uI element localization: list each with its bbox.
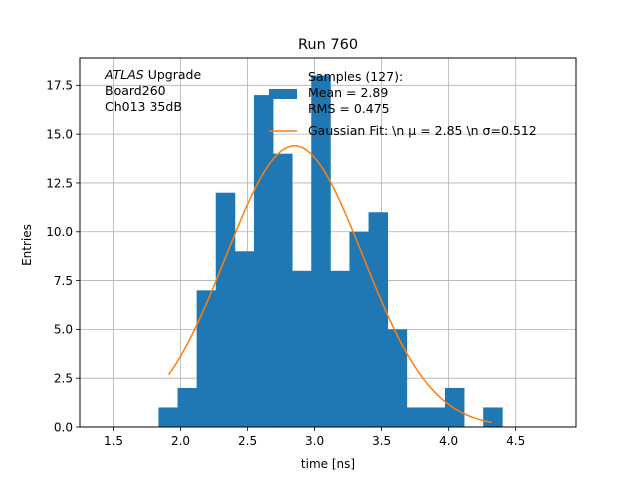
y-tick-label: 7.5 bbox=[54, 274, 73, 288]
y-tick-label: 5.0 bbox=[54, 323, 73, 337]
histogram-bar bbox=[158, 407, 178, 427]
histogram-bar bbox=[177, 387, 198, 427]
y-tick-label: 12.5 bbox=[46, 176, 73, 190]
chart-title: Run 760 bbox=[298, 37, 358, 53]
histogram-bar bbox=[273, 153, 293, 427]
legend-label-samples: Samples (127): bbox=[308, 69, 403, 84]
annotation-line: Ch013 35dB bbox=[105, 99, 182, 114]
annotation-italic: ATLAS bbox=[104, 67, 144, 82]
histogram-bar bbox=[425, 407, 446, 427]
y-tick-label: 2.5 bbox=[54, 371, 73, 385]
x-tick-label: 3.0 bbox=[305, 434, 324, 448]
x-axis-label: time [ns] bbox=[301, 457, 355, 471]
atlas-annotation: ATLAS Upgrade Board260 Ch013 35dB bbox=[104, 67, 201, 114]
legend: Samples (127): Mean = 2.89 RMS = 0.475 Ga… bbox=[269, 69, 537, 138]
histogram-bar bbox=[330, 270, 350, 427]
histogram-bar bbox=[387, 329, 408, 427]
histogram-bar bbox=[349, 231, 369, 427]
x-tick-label: 2.5 bbox=[238, 434, 257, 448]
x-tick-label: 1.5 bbox=[104, 434, 123, 448]
y-tick-label: 0.0 bbox=[54, 420, 73, 434]
legend-label-samples: Mean = 2.89 bbox=[308, 85, 388, 100]
annotation-line: Board260 bbox=[105, 83, 166, 98]
x-tick-label: 4.5 bbox=[506, 434, 525, 448]
plot-frame bbox=[79, 57, 577, 428]
y-axis: 0.0 2.5 5.0 7.5 10.0 12.5 15.0 17.5 bbox=[46, 79, 80, 434]
gaussian-fit bbox=[167, 145, 492, 424]
y-tick-label: 10.0 bbox=[46, 225, 73, 239]
histogram-bar bbox=[444, 387, 465, 427]
x-tick-label: 3.5 bbox=[372, 434, 391, 448]
histogram-bar bbox=[292, 270, 312, 427]
legend-label-fit: Gaussian Fit: \n μ = 2.85 \n σ=0.512 bbox=[308, 123, 537, 138]
histogram-bar bbox=[368, 212, 389, 427]
y-tick-label: 17.5 bbox=[46, 79, 73, 93]
histogram-bar bbox=[253, 95, 274, 427]
annotation-line: ATLAS Upgrade bbox=[104, 67, 201, 82]
annotation-text: Ch013 35dB bbox=[105, 99, 182, 114]
y-axis-label: Entries bbox=[20, 224, 34, 266]
histogram-bar bbox=[406, 407, 427, 427]
gaussian-fit-line bbox=[167, 145, 492, 424]
x-tick-label: 4.0 bbox=[439, 434, 458, 448]
annotation-text: Upgrade bbox=[144, 67, 202, 82]
histogram-bars bbox=[158, 75, 503, 428]
x-tick-label: 2.0 bbox=[171, 434, 190, 448]
x-axis: 1.5 2.0 2.5 3.0 3.5 4.0 4.5 bbox=[104, 427, 525, 448]
legend-patch-samples bbox=[269, 89, 297, 99]
legend-label-samples: RMS = 0.475 bbox=[308, 101, 390, 116]
histogram-bar bbox=[196, 290, 217, 427]
annotation-text: Board260 bbox=[105, 83, 166, 98]
histogram-bar bbox=[234, 251, 255, 427]
histogram-bar bbox=[311, 75, 331, 428]
y-tick-label: 15.0 bbox=[46, 127, 73, 141]
histogram-bar bbox=[215, 192, 236, 427]
histogram-bar bbox=[483, 407, 503, 427]
